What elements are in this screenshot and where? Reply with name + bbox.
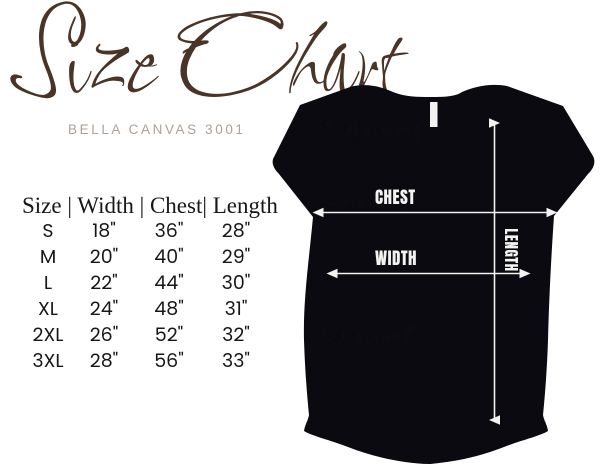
- svg-text:LENGTH: LENGTH: [500, 228, 523, 271]
- svg-text:WIDTH: WIDTH: [375, 245, 417, 271]
- svg-text:CHEST: CHEST: [375, 184, 416, 210]
